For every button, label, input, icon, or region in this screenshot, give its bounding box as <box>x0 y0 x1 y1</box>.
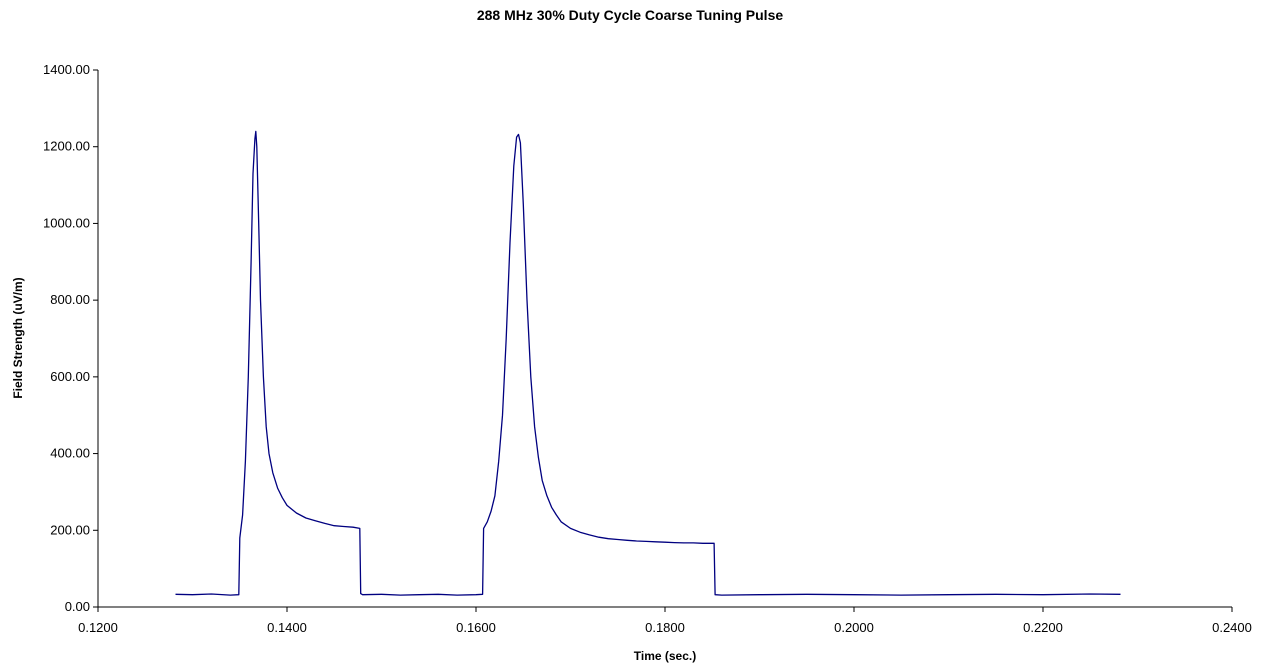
y-tick-label: 800.00 <box>50 292 90 307</box>
x-tick-label: 0.1200 <box>78 620 118 635</box>
x-axis-label: Time (sec.) <box>634 649 696 663</box>
y-tick-label: 1400.00 <box>43 62 90 77</box>
y-tick-label: 0.00 <box>65 599 90 614</box>
series-group <box>175 130 1121 596</box>
series-line <box>175 130 1121 596</box>
y-axis-label: Field Strength (uV/m) <box>11 277 25 398</box>
x-tick-label: 0.2400 <box>1212 620 1252 635</box>
y-ticks: 0.00 200.00 400.00 600.00 800.00 1000.00 1200.… <box>43 62 98 614</box>
axes <box>97 70 1232 608</box>
chart-title: 288 MHz 30% Duty Cycle Coarse Tuning Pul… <box>477 7 783 23</box>
x-tick-label: 0.1600 <box>456 620 496 635</box>
y-tick-label: 200.00 <box>50 522 90 537</box>
y-tick-label: 600.00 <box>50 369 90 384</box>
x-tick-label: 0.1800 <box>645 620 685 635</box>
x-tick-label: 0.1400 <box>267 620 307 635</box>
y-tick-label: 400.00 <box>50 446 90 461</box>
x-tick-label: 0.2200 <box>1023 620 1063 635</box>
y-tick-label: 1200.00 <box>43 139 90 154</box>
x-tick-label: 0.2000 <box>834 620 874 635</box>
y-tick-label: 1000.00 <box>43 215 90 230</box>
x-ticks: 0.1200 0.1400 0.1600 0.1800 0.2000 0.2200 0.24… <box>78 607 1252 635</box>
